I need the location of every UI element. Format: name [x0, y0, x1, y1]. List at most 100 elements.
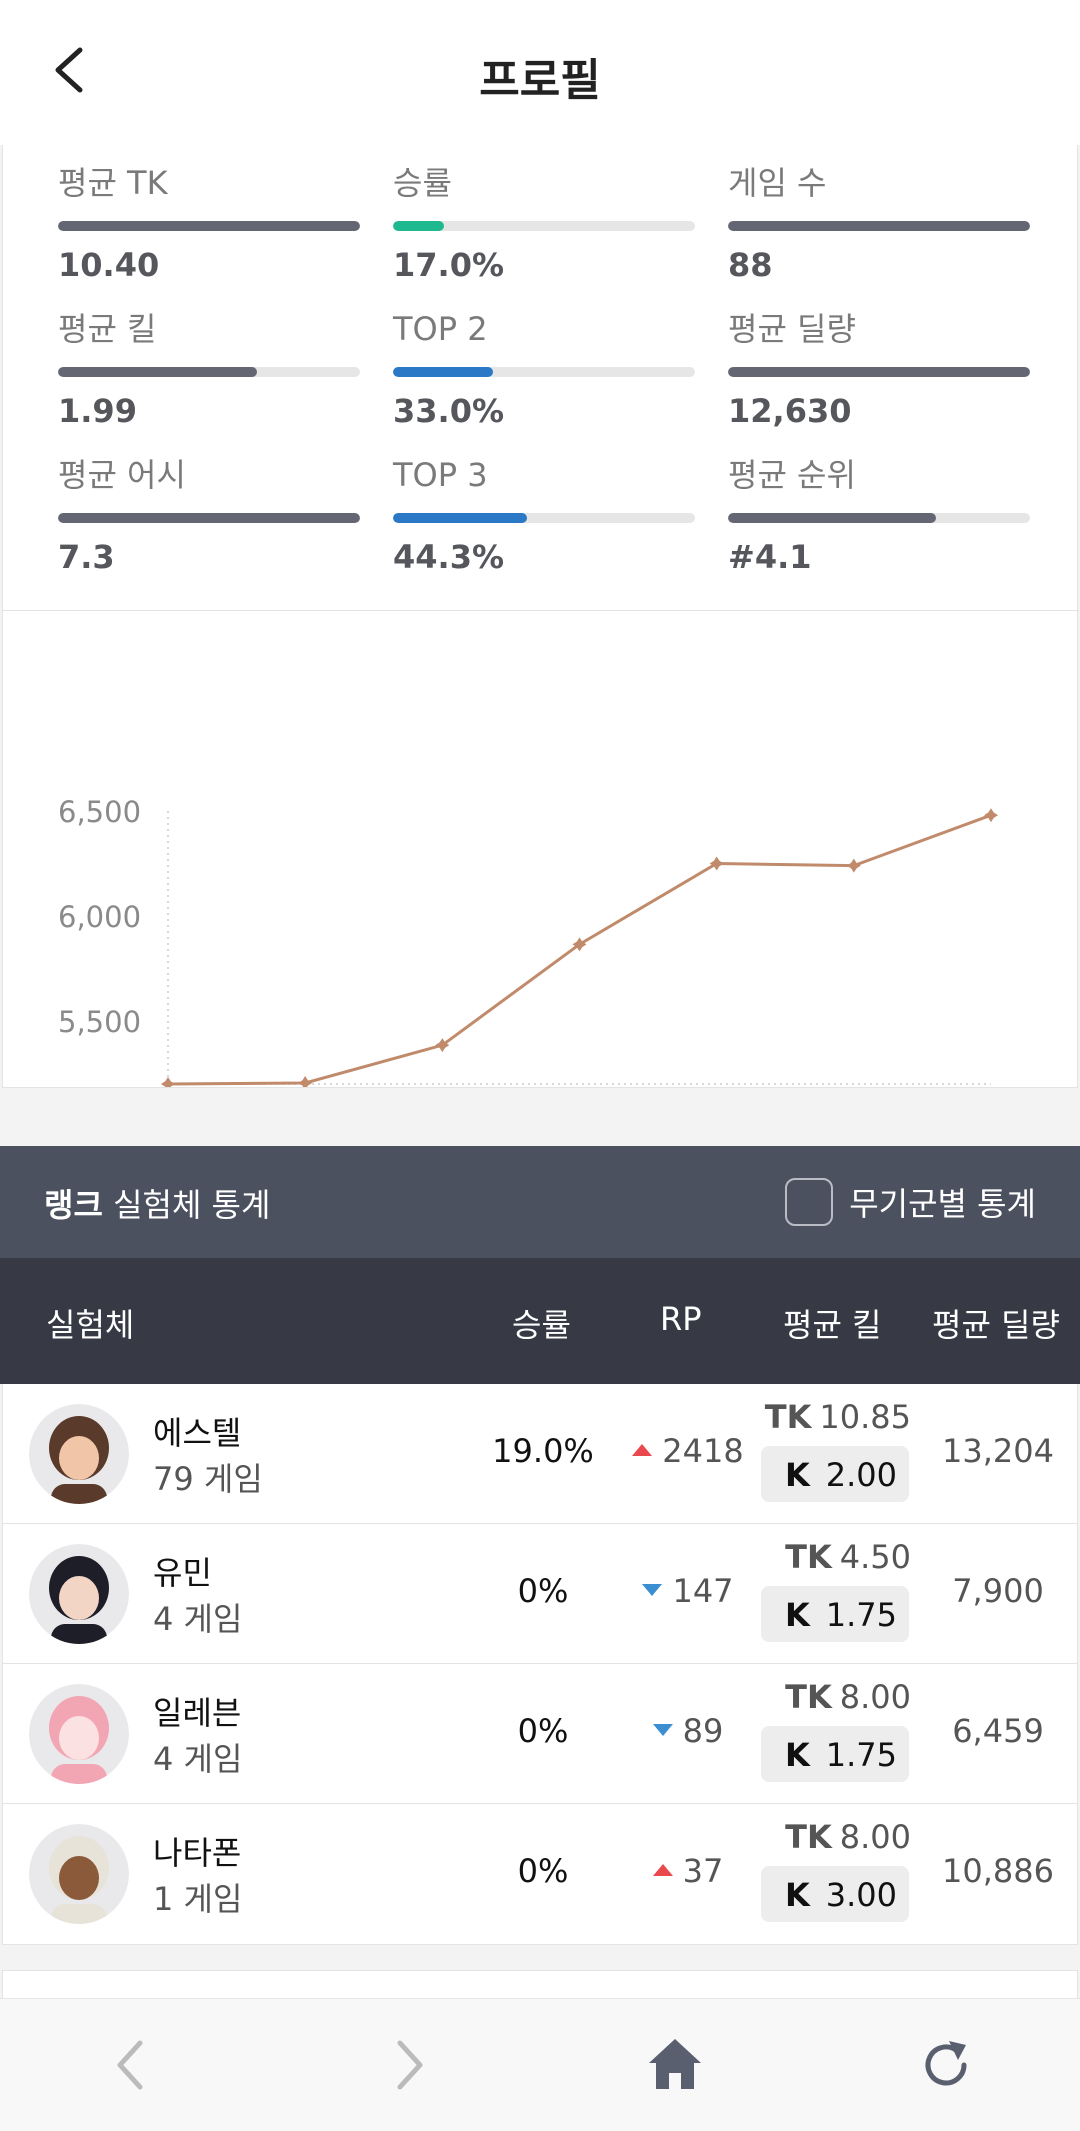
stat-label: 평균 순위 [728, 456, 856, 494]
stat-value: #4.1 [728, 538, 812, 576]
winrate-value: 19.0% [492, 1432, 594, 1470]
col-avg-damage[interactable]: 평균 딜량 [932, 1306, 1060, 1344]
data-point [572, 937, 587, 952]
nav-forward-icon[interactable] [378, 2035, 438, 2095]
stat-label: 평균 어시 [58, 456, 186, 494]
y-tick-label: 6,000 [58, 900, 141, 934]
stat-item: 평균 어시 7.3 [58, 455, 360, 577]
back-arrow-icon[interactable] [44, 40, 94, 100]
stat-label: 평균 딜량 [728, 310, 856, 348]
table-row[interactable]: 유민 4 게임 0% 147 TK 4.50 K 1.75 7,900 [3, 1524, 1077, 1664]
character-name: 유민 [153, 1554, 212, 1592]
stat-label: 승률 [393, 164, 452, 202]
tk-label: TK [785, 1678, 832, 1716]
rp-change: 2418 [613, 1432, 763, 1470]
table-row[interactable]: 나타폰 1 게임 0% 37 TK 8.00 K 3.00 10,886 [3, 1804, 1077, 1944]
rp-down-icon [652, 1724, 673, 1736]
games-count: 4 게임 [153, 1600, 243, 1638]
table-row[interactable]: 일레븐 4 게임 0% 89 TK 8.00 K 1.75 6,459 [3, 1664, 1077, 1804]
rank-title-rest: 실험체 통계 [102, 1186, 271, 1224]
stat-bar [728, 221, 1030, 231]
stat-value: 7.3 [58, 538, 115, 576]
kill-label: K [785, 1736, 810, 1774]
stat-item: TOP 2 33.0% [393, 309, 695, 431]
stat-bar [393, 221, 695, 231]
stat-bar-fill [728, 513, 937, 523]
col-winrate[interactable]: 승률 [512, 1306, 571, 1344]
rp-change: 89 [613, 1712, 763, 1750]
home-icon[interactable] [645, 2035, 705, 2095]
tk-value: TK 8.00 [761, 1818, 911, 1856]
rp-change: 37 [613, 1852, 763, 1890]
stat-value: 88 [728, 246, 773, 284]
damage-value: 7,900 [952, 1572, 1044, 1610]
kill-value: 1.75 [825, 1736, 897, 1774]
kill-badge: K 2.00 [761, 1446, 909, 1502]
games-count: 1 게임 [153, 1880, 243, 1918]
stat-value: 33.0% [393, 392, 505, 430]
divider [3, 610, 1079, 611]
weapon-stats-toggle[interactable]: 무기군별 통계 [785, 1178, 1036, 1226]
rank-stats-header: 랭크 실험체 통계 무기군별 통계 [0, 1146, 1080, 1258]
kill-label: K [785, 1456, 810, 1494]
character-name: 나타폰 [153, 1834, 242, 1872]
next-card [2, 1970, 1078, 2000]
character-avatar [29, 1544, 129, 1644]
page-title: 프로필 [479, 55, 601, 106]
data-point [846, 858, 861, 873]
rp-chart: 6,5006,0005,5005,00011/0411/0511/0611/07… [3, 611, 1079, 1193]
stat-bar-fill [393, 221, 445, 231]
damage-value: 6,459 [952, 1712, 1044, 1750]
rp-line-chart: 6,5006,0005,5005,00011/0411/0511/0611/07… [58, 795, 1033, 1193]
stat-label: 게임 수 [728, 164, 827, 202]
stat-value: 12,630 [728, 392, 852, 430]
weapon-stats-label: 무기군별 통계 [849, 1185, 1036, 1223]
winrate-value: 0% [517, 1712, 569, 1750]
character-avatar [29, 1824, 129, 1924]
stat-value: 1.99 [58, 392, 137, 430]
app-header: 프로필 [0, 0, 1080, 145]
stat-bar-fill [393, 513, 527, 523]
stat-label: TOP 2 [393, 310, 488, 348]
tk-number: 10.85 [819, 1398, 911, 1436]
col-rp[interactable]: RP [660, 1300, 702, 1338]
rank-stats-title: 랭크 실험체 통계 [44, 1180, 270, 1226]
rp-up-icon [652, 1864, 673, 1876]
stat-bar [58, 221, 360, 231]
stat-bar [728, 367, 1030, 377]
rp-value: 89 [682, 1712, 724, 1750]
games-count: 79 게임 [153, 1460, 263, 1498]
stat-bar-fill [58, 221, 360, 231]
col-avg-kill[interactable]: 평균 킬 [783, 1306, 882, 1344]
character-name: 일레븐 [153, 1694, 242, 1732]
stat-value: 17.0% [393, 246, 505, 284]
weapon-stats-checkbox[interactable] [785, 1178, 834, 1226]
stat-bar-fill [58, 513, 360, 523]
stat-value: 10.40 [58, 246, 160, 284]
character-name: 에스텔 [153, 1414, 242, 1452]
refresh-icon[interactable] [916, 2035, 976, 2095]
stat-item: 게임 수 88 [728, 163, 1030, 285]
tk-label: TK [785, 1538, 832, 1576]
tk-number: 4.50 [839, 1538, 911, 1576]
data-point [298, 1075, 313, 1090]
col-character[interactable]: 실험체 [46, 1306, 135, 1344]
nav-back-icon[interactable] [102, 2035, 162, 2095]
rp-value: 2418 [662, 1432, 744, 1470]
table-row[interactable]: 에스텔 79 게임 19.0% 2418 TK 10.85 K 2.00 13,204 [3, 1384, 1077, 1524]
rp-change: 147 [613, 1572, 763, 1610]
tk-label: TK [764, 1398, 812, 1436]
kill-value: 1.75 [825, 1596, 897, 1634]
damage-value: 13,204 [942, 1432, 1054, 1470]
stat-bar-fill [393, 367, 493, 377]
kill-badge: K 3.00 [761, 1866, 909, 1922]
data-point [709, 856, 724, 871]
character-avatar [29, 1684, 129, 1784]
stat-bar-fill [728, 221, 1030, 231]
stat-item: TOP 3 44.3% [393, 455, 695, 577]
rp-down-icon [642, 1584, 663, 1596]
stat-label: 평균 TK [58, 164, 168, 202]
table-header: 실험체 승률 RP 평균 킬 평균 딜량 [0, 1258, 1080, 1384]
rp-value: 147 [672, 1572, 734, 1610]
tk-value: TK 10.85 [761, 1398, 911, 1436]
